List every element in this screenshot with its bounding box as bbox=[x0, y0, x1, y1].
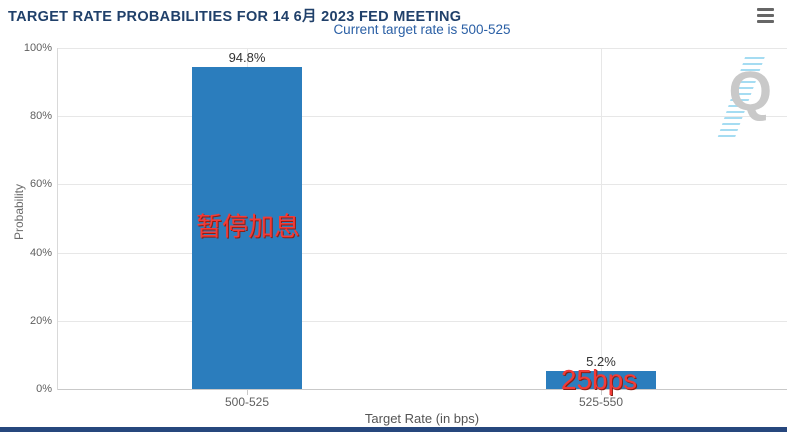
y-tick-label: 20% bbox=[29, 314, 52, 327]
y-tick-label: 40% bbox=[29, 246, 52, 259]
bottom-divider-bar bbox=[0, 427, 787, 432]
x-axis-title: Target Rate (in bps) bbox=[364, 411, 480, 426]
y-tick-label: 0% bbox=[36, 383, 52, 395]
hamburger-menu-button[interactable] bbox=[757, 8, 774, 23]
gridline bbox=[58, 320, 787, 322]
x-axis-tick bbox=[247, 390, 248, 395]
gridline bbox=[58, 48, 787, 49]
plot-area: 94.8% 500-525 暂停加息 5.2% 525-550 25bps bbox=[57, 48, 787, 409]
y-tick-label: 80% bbox=[29, 110, 52, 123]
x-axis-tick bbox=[601, 390, 602, 395]
gridline bbox=[58, 116, 787, 118]
category-gridline bbox=[601, 48, 602, 389]
chart-subtitle: Current target rate is 500-525 bbox=[333, 22, 511, 37]
hamburger-icon bbox=[757, 8, 774, 11]
y-tick-label: 100% bbox=[23, 42, 52, 54]
gridline bbox=[58, 184, 787, 186]
y-tick-label: 60% bbox=[29, 178, 52, 191]
hamburger-icon bbox=[757, 20, 774, 23]
chart-title: TARGET RATE PROBABILITIES FOR 14 6月 2023… bbox=[8, 9, 462, 25]
bar-value-label: 5.2% bbox=[586, 354, 616, 370]
hamburger-icon bbox=[757, 14, 774, 17]
bar-500-525 bbox=[192, 66, 302, 389]
x-tick-label: 525-550 bbox=[578, 395, 624, 409]
bar-525-550 bbox=[546, 371, 656, 389]
bar-value-label: 94.8% bbox=[228, 49, 266, 65]
x-axis-line bbox=[58, 389, 787, 390]
bar-annotation: 25bps bbox=[560, 364, 638, 395]
bar-annotation: 暂停加息 bbox=[195, 211, 301, 242]
gridline bbox=[58, 252, 787, 254]
x-tick-label: 500-525 bbox=[224, 395, 270, 409]
